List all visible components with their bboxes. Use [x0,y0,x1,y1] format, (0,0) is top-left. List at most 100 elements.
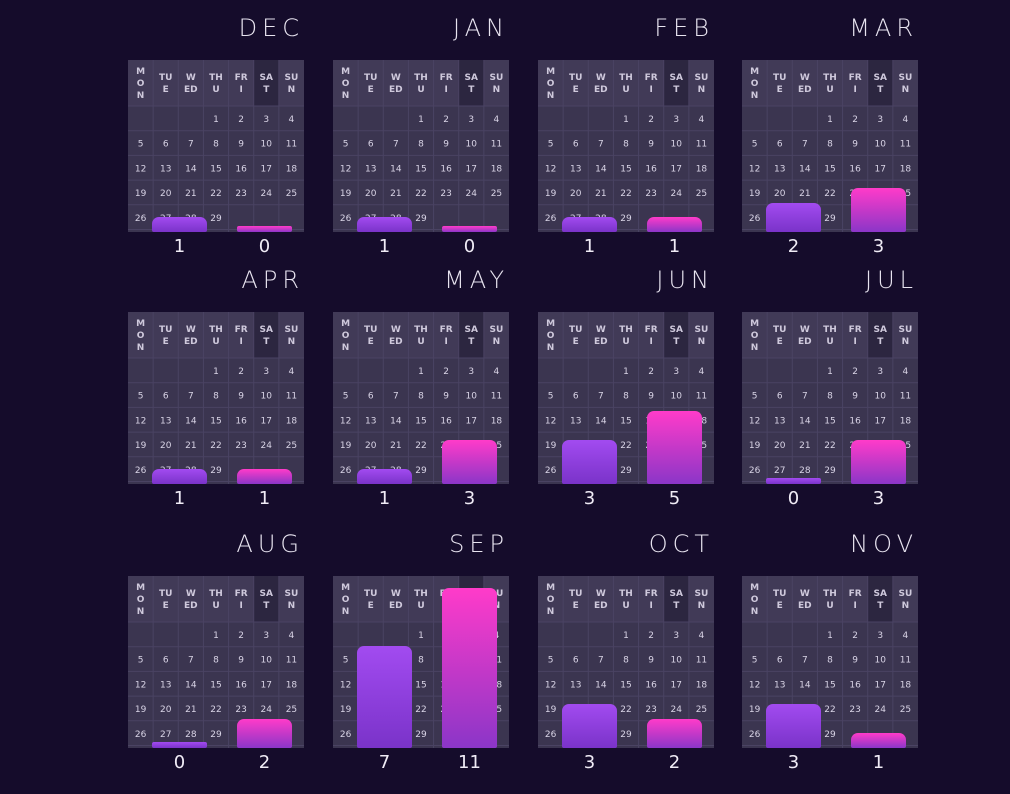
weekday-label: E [777,337,783,347]
day-number: 18 [286,680,298,690]
day-number: 14 [595,164,607,174]
day-number: 1 [623,631,629,641]
day-number: 9 [238,140,244,150]
day-number: 17 [875,164,886,174]
weekday-label: O [751,79,759,89]
weekday-label: E [368,85,374,95]
day-number: 13 [570,416,581,426]
weekday-label: T [673,337,680,347]
day-number: 26 [340,730,352,740]
weekday-label: W [391,73,401,83]
bar-series-2 [237,226,292,232]
day-number: 28 [799,466,811,476]
day-number: 29 [620,466,632,476]
weekday-label: FR [849,325,862,335]
weekday-label: W [800,73,810,83]
day-number: 6 [777,140,783,150]
weekday-label: TH [823,589,837,599]
month-panel: APR M O N TU E W ED TH U FR I SA T SU N 1 2 3 4 5 6 7 8 9 10 11 12 1… [128,266,304,516]
day-number: 9 [852,140,858,150]
day-number: 16 [235,164,247,174]
day-number: 6 [777,656,783,666]
day-number: 16 [849,416,861,426]
day-number: 8 [623,656,629,666]
bar-value-label: 0 [463,236,476,257]
bar-series-2 [647,411,702,484]
weekday-label: SA [874,589,887,599]
day-number: 19 [135,441,147,451]
day-number: 5 [548,392,554,402]
month-title: JAN [452,14,509,42]
day-number: 23 [235,441,246,451]
weekday-label: E [573,601,579,611]
day-number: 5 [343,392,349,402]
day-number: 10 [466,392,478,402]
day-number: 10 [261,656,273,666]
weekday-label: SA [465,73,478,83]
day-number: 7 [188,656,194,666]
weekday-label: E [163,85,169,95]
bar-series-1 [766,704,821,748]
day-number: 5 [343,656,349,666]
day-number: 26 [340,466,352,476]
day-number: 24 [261,189,273,199]
day-number: 4 [494,367,500,377]
month-title: MAR [849,14,918,42]
day-number: 14 [185,680,197,690]
weekday-label: T [673,85,680,95]
day-number: 29 [824,466,836,476]
day-number: 5 [752,392,758,402]
bar-value-label: 3 [872,488,885,509]
day-number: 2 [648,367,654,377]
weekday-label: T [877,337,884,347]
weekday-label: N [751,607,759,617]
weekday-label: N [547,343,555,353]
day-number: 19 [545,441,557,451]
day-number: 10 [875,392,887,402]
weekday-label: T [263,85,270,95]
day-number: 11 [286,656,297,666]
day-number: 22 [620,189,631,199]
day-number: 26 [749,466,761,476]
month-panel: DEC M O N TU E W ED TH U FR I SA T SU N 1 2 3 4 5 6 7 8 9 10 11 12 1… [128,14,304,264]
day-number: 21 [799,189,810,199]
day-number: 8 [418,140,424,150]
weekday-label: W [596,73,606,83]
day-number: 18 [491,416,503,426]
weekday-label: T [673,601,680,611]
weekday-label: M [546,319,555,329]
day-number: 2 [443,367,449,377]
day-number: 6 [573,656,579,666]
bar-value-label: 1 [378,236,391,257]
weekday-label: N [698,601,706,611]
day-number: 18 [286,416,298,426]
day-number: 17 [261,164,272,174]
day-number: 5 [138,140,144,150]
day-number: 29 [620,214,632,224]
day-number: 25 [491,189,502,199]
weekday-label: ED [389,85,403,95]
day-number: 6 [777,392,783,402]
weekday-label: SA [670,73,683,83]
day-number: 24 [875,705,887,715]
day-number: 24 [261,705,273,715]
weekday-label: N [342,607,350,617]
weekday-label: TH [209,73,223,83]
weekday-label: W [800,589,810,599]
day-number: 16 [645,164,657,174]
day-number: 10 [875,656,887,666]
day-number: 14 [799,680,811,690]
weekday-label: ED [184,337,198,347]
weekday-label: M [750,319,759,329]
day-number: 12 [545,680,556,690]
day-number: 11 [696,140,707,150]
day-number: 29 [824,730,836,740]
bar-series-2 [237,718,292,748]
